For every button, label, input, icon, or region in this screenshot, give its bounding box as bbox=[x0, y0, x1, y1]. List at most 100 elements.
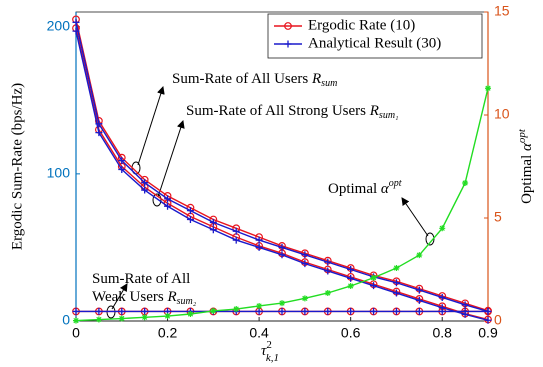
legend-marker bbox=[284, 40, 292, 48]
marker-plus bbox=[164, 202, 172, 210]
marker-star bbox=[118, 315, 125, 322]
marker-star bbox=[324, 289, 331, 296]
marker-star bbox=[210, 307, 217, 314]
marker-plus bbox=[301, 307, 309, 315]
legend-label: Analytical Result (30) bbox=[308, 35, 441, 51]
marker-star bbox=[301, 295, 308, 302]
marker-star bbox=[485, 85, 491, 92]
marker-plus bbox=[72, 18, 80, 26]
marker-plus bbox=[347, 307, 355, 315]
marker-plus bbox=[324, 307, 332, 315]
plot-frame bbox=[75, 11, 489, 322]
annotation-sup: opt bbox=[389, 178, 402, 189]
legend-label: Ergodic Rate (10) bbox=[308, 17, 415, 33]
marker-plus bbox=[209, 218, 217, 226]
y-tick-label: 0 bbox=[62, 312, 70, 328]
marker-plus bbox=[438, 293, 446, 301]
marker-star bbox=[279, 300, 285, 307]
marker-plus bbox=[278, 307, 286, 315]
x-tick-label: 0.4 bbox=[249, 325, 269, 341]
annotation-line: Weak Users bbox=[92, 289, 167, 305]
x-tick-label: 0 bbox=[72, 325, 80, 341]
marker-plus bbox=[415, 296, 423, 304]
marker-plus bbox=[186, 215, 194, 223]
annotation-sub: sum₂ bbox=[177, 296, 197, 307]
marker-plus bbox=[255, 236, 263, 244]
marker-plus bbox=[415, 307, 423, 315]
marker-plus bbox=[415, 286, 423, 294]
marker-plus bbox=[186, 207, 194, 215]
annotation-math: α bbox=[381, 181, 390, 197]
marker-plus bbox=[141, 307, 149, 315]
marker-plus bbox=[438, 307, 446, 315]
legend-box bbox=[267, 13, 483, 59]
x-tick-label: 0.8 bbox=[432, 325, 452, 341]
y2-label-math: α bbox=[519, 142, 535, 151]
marker-star bbox=[256, 302, 263, 309]
marker-plus bbox=[118, 165, 126, 173]
marker-star bbox=[187, 310, 194, 317]
marker-plus bbox=[347, 274, 355, 282]
x-label-sup: 2 bbox=[266, 339, 272, 351]
marker-plus bbox=[95, 307, 103, 315]
x-tick-label: 0.2 bbox=[158, 325, 178, 341]
marker-plus bbox=[141, 179, 149, 187]
marker-star bbox=[73, 317, 79, 324]
y2-tick-label: 15 bbox=[494, 3, 510, 19]
marker-star bbox=[370, 274, 377, 281]
marker-plus bbox=[324, 258, 332, 266]
marker-plus bbox=[301, 260, 309, 268]
y2-tick-label: 10 bbox=[494, 106, 510, 122]
annotation-math: R bbox=[311, 71, 321, 87]
marker-plus bbox=[284, 40, 292, 48]
marker-plus bbox=[232, 236, 240, 244]
marker-star bbox=[462, 179, 469, 186]
y2-axis-label: Optimal αopt bbox=[516, 128, 536, 204]
y-tick-label: 100 bbox=[47, 165, 71, 181]
marker-plus bbox=[278, 243, 286, 251]
marker-plus bbox=[255, 307, 263, 315]
marker-star bbox=[439, 225, 446, 232]
annotation-line: Sum-Rate of All Users bbox=[172, 71, 312, 87]
x-label-sub: k,1 bbox=[266, 352, 279, 364]
annotation-text: Sum-Rate of All bbox=[92, 271, 190, 287]
marker-plus bbox=[484, 307, 492, 315]
series-markers bbox=[73, 85, 491, 324]
legend-marker bbox=[284, 22, 292, 30]
marker-plus bbox=[232, 227, 240, 235]
marker-plus bbox=[209, 226, 217, 234]
annotation-text: Optimal αopt bbox=[328, 178, 402, 197]
marker-star bbox=[347, 282, 354, 289]
marker-plus bbox=[347, 266, 355, 273]
marker-plus bbox=[72, 27, 80, 35]
marker-plus bbox=[461, 307, 469, 315]
marker-plus bbox=[72, 307, 80, 315]
annotation-math: R bbox=[369, 103, 379, 119]
marker-plus bbox=[392, 307, 400, 315]
marker-plus bbox=[255, 243, 263, 251]
annotation-line: Sum-Rate of All Strong Users bbox=[186, 103, 370, 119]
marker-plus bbox=[392, 289, 400, 297]
annotation-line: Optimal bbox=[328, 181, 381, 197]
y-tick-label: 200 bbox=[47, 17, 71, 33]
y-axis-label: Ergodic Sum-Rate (bps/Hz) bbox=[9, 83, 25, 250]
marker-plus bbox=[484, 316, 492, 324]
annotation-text: Sum-Rate of All Users Rsum bbox=[172, 71, 337, 89]
marker-plus bbox=[164, 195, 172, 203]
marker-plus bbox=[95, 129, 103, 137]
y2-label-text: Optimal bbox=[519, 151, 535, 204]
x-label-base: τ bbox=[261, 343, 267, 359]
marker-plus bbox=[278, 251, 286, 259]
marker-star bbox=[95, 316, 102, 323]
marker-plus bbox=[370, 307, 378, 315]
marker-plus bbox=[141, 186, 149, 194]
x-tick-label: 0.6 bbox=[341, 325, 361, 341]
marker-star bbox=[141, 314, 148, 321]
y2-tick-label: 0 bbox=[494, 312, 502, 328]
marker-star bbox=[393, 265, 400, 272]
annotation-text: Weak Users Rsum₂ bbox=[92, 289, 197, 307]
series-markers bbox=[72, 18, 492, 315]
marker-circle bbox=[284, 22, 292, 30]
marker-star bbox=[416, 252, 423, 259]
